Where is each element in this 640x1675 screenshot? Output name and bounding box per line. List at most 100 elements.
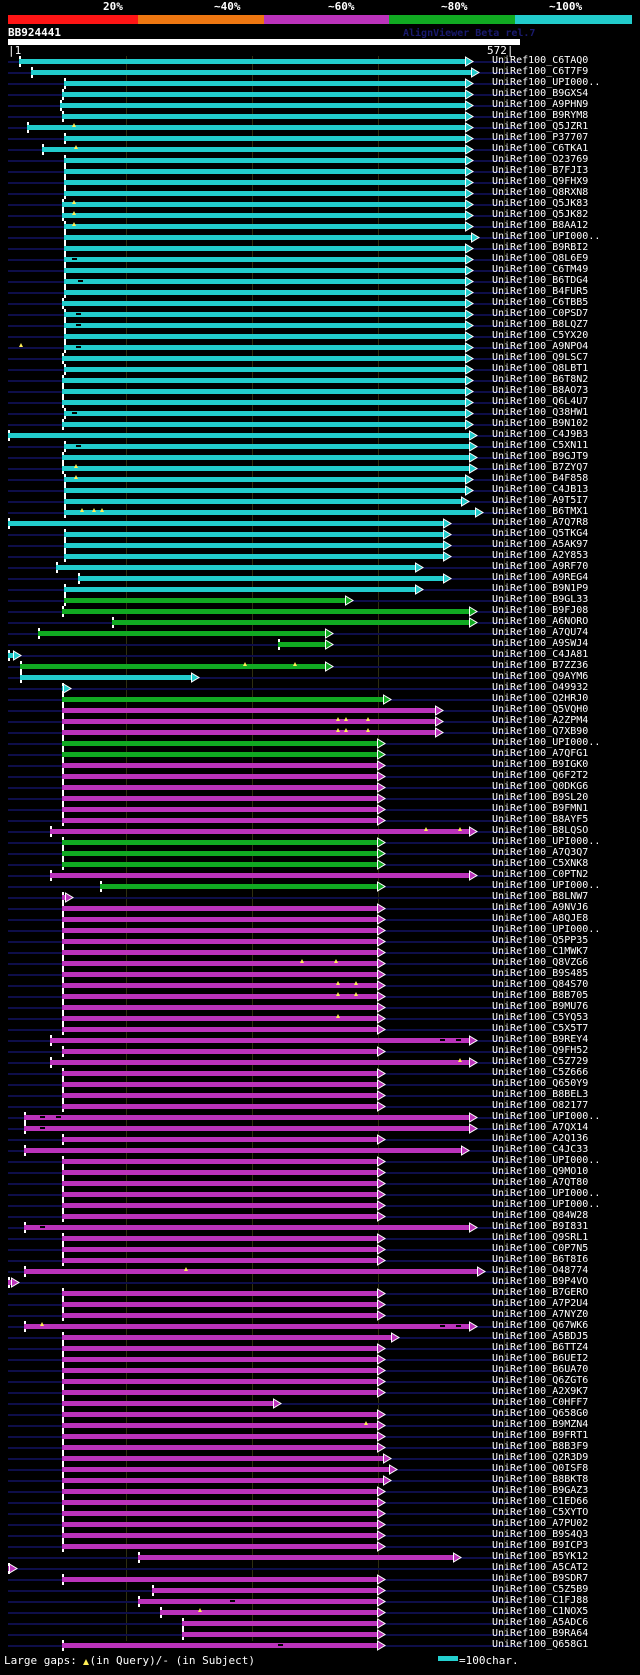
hit-row[interactable]: UniRef100_B7ZZ36 (0, 660, 640, 672)
hit-subject-label[interactable]: UniRef100_UPI000.. (492, 880, 601, 891)
hit-row[interactable]: UniRef100_A7QU74 (0, 627, 640, 639)
hsp-bar[interactable] (38, 631, 326, 636)
hit-subject-label[interactable]: UniRef100_B4F858 (492, 473, 589, 484)
hit-subject-label[interactable]: UniRef100_Q9LSC7 (492, 352, 589, 363)
hit-subject-label[interactable]: UniRef100_UPI000.. (492, 1155, 601, 1166)
hsp-bar[interactable] (24, 1225, 470, 1230)
hit-subject-label[interactable]: UniRef100_B9REY4 (492, 1034, 589, 1045)
hit-subject-label[interactable]: UniRef100_Q8VZG6 (492, 957, 589, 968)
hit-row[interactable]: UniRef100_Q8LBT1 (0, 363, 640, 375)
hsp-bar[interactable] (8, 521, 444, 526)
hit-row[interactable]: UniRef100_O48774 (0, 1265, 640, 1277)
hit-row[interactable]: UniRef100_UPI000.. (0, 737, 640, 749)
hit-row[interactable]: UniRef100_Q9FH52 (0, 1045, 640, 1057)
hit-row[interactable]: UniRef100_C1NOX5 (0, 1606, 640, 1618)
hit-subject-label[interactable]: UniRef100_Q650Y9 (492, 1078, 589, 1089)
hit-subject-label[interactable]: UniRef100_B6TMX1 (492, 506, 589, 517)
hit-subject-label[interactable]: UniRef100_B9N1P9 (492, 583, 589, 594)
hsp-bar[interactable] (64, 279, 466, 284)
hit-row[interactable]: UniRef100_Q5VQH0 (0, 704, 640, 716)
hit-row[interactable]: UniRef100_C0P7N5 (0, 1243, 640, 1255)
hit-row[interactable]: UniRef100_Q84S70 (0, 979, 640, 991)
hit-subject-label[interactable]: UniRef100_Q6F2T2 (492, 770, 589, 781)
hit-row[interactable]: UniRef100_Q9LSC7 (0, 352, 640, 364)
hit-subject-label[interactable]: UniRef100_B9RBI2 (492, 242, 589, 253)
hit-subject-label[interactable]: UniRef100_B8LNW7 (492, 891, 589, 902)
hit-subject-label[interactable]: UniRef100_B9N102 (492, 418, 589, 429)
identity-legend-segment-below-40-identity[interactable] (8, 15, 138, 24)
hit-subject-label[interactable]: UniRef100_B6T8N2 (492, 374, 589, 385)
hsp-bar[interactable] (64, 169, 466, 174)
hsp-bar[interactable] (182, 1632, 378, 1637)
hit-row[interactable]: UniRef100_C5XNK8 (0, 858, 640, 870)
hit-row[interactable]: UniRef100_A9REG4 (0, 572, 640, 584)
hit-row[interactable]: UniRef100_B9P4VO (0, 1276, 640, 1288)
hsp-bar[interactable] (62, 1456, 384, 1461)
hit-subject-label[interactable]: UniRef100_B9FMN1 (492, 803, 589, 814)
hit-subject-label[interactable]: UniRef100_C5XN11 (492, 440, 589, 451)
hit-subject-label[interactable]: UniRef100_A9REG4 (492, 572, 589, 583)
hsp-bar[interactable] (64, 499, 462, 504)
hsp-bar[interactable] (8, 433, 470, 438)
hsp-bar[interactable] (62, 1258, 378, 1263)
hsp-bar[interactable] (64, 532, 444, 537)
hit-row[interactable]: UniRef100_A9PHN9 (0, 99, 640, 111)
hit-row[interactable]: UniRef100_A7NYZ0 (0, 1309, 640, 1321)
hit-subject-label[interactable]: UniRef100_B7ZYQ7 (492, 462, 589, 473)
hit-row[interactable]: UniRef100_B8LNW7 (0, 891, 640, 903)
hsp-bar[interactable] (62, 785, 378, 790)
hsp-bar[interactable] (62, 1104, 378, 1109)
hit-row[interactable]: UniRef100_UPI000.. (0, 1188, 640, 1200)
hit-subject-label[interactable]: UniRef100_B8AA12 (492, 220, 589, 231)
hit-row[interactable]: UniRef100_Q2R3D9 (0, 1452, 640, 1464)
hit-row[interactable]: UniRef100_B8LQZ7 (0, 319, 640, 331)
hit-row[interactable]: UniRef100_B9IGK0 (0, 759, 640, 771)
hit-subject-label[interactable]: UniRef100_Q9SRL1 (492, 1232, 589, 1243)
hit-subject-label[interactable]: UniRef100_C5Z5B9 (492, 1584, 589, 1595)
hsp-bar[interactable] (64, 598, 346, 603)
hsp-bar[interactable] (62, 928, 378, 933)
hsp-bar[interactable] (62, 1049, 378, 1054)
hit-subject-label[interactable]: UniRef100_C0P7N5 (492, 1243, 589, 1254)
hsp-bar[interactable] (62, 851, 378, 856)
hit-row[interactable]: UniRef100_Q5TKG4 (0, 528, 640, 540)
hsp-bar[interactable] (64, 334, 466, 339)
hit-subject-label[interactable]: UniRef100_B9S485 (492, 968, 589, 979)
hit-subject-label[interactable]: UniRef100_C5XYTO (492, 1507, 589, 1518)
hit-subject-label[interactable]: UniRef100_O49932 (492, 682, 589, 693)
hsp-bar[interactable] (64, 312, 466, 317)
hit-row[interactable]: UniRef100_A7P2U4 (0, 1298, 640, 1310)
hit-row[interactable]: UniRef100_B6T8N2 (0, 374, 640, 386)
hit-row[interactable]: UniRef100_C4JB13 (0, 484, 640, 496)
hsp-bar[interactable] (62, 730, 436, 735)
hit-row[interactable]: UniRef100_A9NVJ6 (0, 902, 640, 914)
hit-row[interactable]: UniRef100_B8AA12 (0, 220, 640, 232)
hsp-bar[interactable] (64, 180, 466, 185)
hsp-bar[interactable] (62, 202, 466, 207)
hit-subject-label[interactable]: UniRef100_B9ICP3 (492, 1540, 589, 1551)
hsp-bar[interactable] (64, 444, 470, 449)
hsp-bar[interactable] (182, 1621, 378, 1626)
hit-subject-label[interactable]: UniRef100_B9SDR7 (492, 1573, 589, 1584)
hit-subject-label[interactable]: UniRef100_A5BDJ5 (492, 1331, 589, 1342)
hsp-bar[interactable] (62, 1170, 378, 1175)
hit-subject-label[interactable]: UniRef100_Q9FHX9 (492, 176, 589, 187)
hit-row[interactable]: UniRef100_B4F858 (0, 473, 640, 485)
hit-subject-label[interactable]: UniRef100_C1FJ88 (492, 1595, 589, 1606)
hsp-bar[interactable] (64, 488, 466, 493)
hit-row[interactable]: UniRef100_B9FRT1 (0, 1430, 640, 1442)
hit-subject-label[interactable]: UniRef100_A9PHN9 (492, 99, 589, 110)
hit-subject-label[interactable]: UniRef100_B9IGK0 (492, 759, 589, 770)
hsp-bar[interactable] (62, 1401, 274, 1406)
hit-row[interactable]: UniRef100_C5Z5B9 (0, 1584, 640, 1596)
hsp-bar[interactable] (64, 268, 466, 273)
hsp-bar[interactable] (62, 213, 466, 218)
hsp-bar[interactable] (64, 257, 466, 262)
hit-subject-label[interactable]: UniRef100_A2Q136 (492, 1133, 589, 1144)
hit-subject-label[interactable]: UniRef100_B8BKT8 (492, 1474, 589, 1485)
hsp-bar[interactable] (62, 840, 378, 845)
hit-row[interactable]: UniRef100_B9GAZ3 (0, 1485, 640, 1497)
identity-legend-segment-50-to-80-identity[interactable] (264, 15, 389, 24)
hit-subject-label[interactable]: UniRef100_Q658G1 (492, 1639, 589, 1650)
hsp-bar[interactable] (62, 1357, 378, 1362)
